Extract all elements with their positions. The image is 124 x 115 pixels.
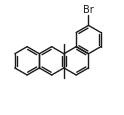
Text: Br: Br (83, 4, 94, 14)
